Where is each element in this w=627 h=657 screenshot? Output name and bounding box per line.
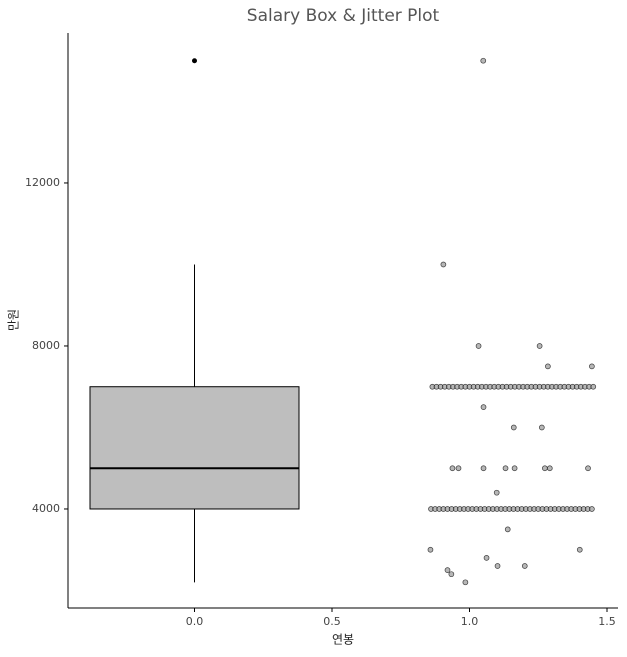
y-tick-label: 8000 xyxy=(32,339,60,352)
jitter-point xyxy=(585,465,591,472)
jitter-point xyxy=(546,465,553,472)
jitter-point xyxy=(538,424,545,431)
jitter-point xyxy=(493,489,500,496)
y-axis-label: 만원 xyxy=(7,309,21,331)
x-tick-label: 1.5 xyxy=(598,615,616,628)
jitter-point xyxy=(590,383,597,390)
jitter-point xyxy=(480,404,487,410)
jitter-point xyxy=(521,563,528,569)
box xyxy=(89,386,300,510)
jitter-point xyxy=(576,546,583,553)
jitter-point xyxy=(494,563,501,569)
jitter-point xyxy=(504,526,511,533)
x-tick-label: 0.5 xyxy=(323,615,341,628)
jitter-point xyxy=(541,465,548,472)
jitter-point xyxy=(449,465,456,472)
jitter-point xyxy=(511,465,518,472)
jitter-point xyxy=(427,546,434,553)
chart-title: Salary Box & Jitter Plot xyxy=(247,6,440,26)
jitter-point xyxy=(545,363,551,370)
x-axis-label: 연봉 xyxy=(332,633,354,647)
y-tick-label: 12000 xyxy=(25,176,60,189)
jitter-point xyxy=(475,343,482,349)
jitter-point xyxy=(448,571,455,578)
jitter-point xyxy=(480,465,487,472)
jitter-point xyxy=(483,555,490,561)
jitter-point xyxy=(502,465,509,472)
jitter-point xyxy=(510,424,517,431)
jitter-point xyxy=(589,506,595,512)
y-tick-label: 4000 xyxy=(32,502,60,515)
jitter-point xyxy=(440,261,447,268)
x-tick-label: 1.0 xyxy=(461,615,479,628)
jitter-point xyxy=(589,363,595,370)
jitter-point xyxy=(444,567,451,573)
jitter-point xyxy=(536,343,543,349)
jitter-point xyxy=(480,57,487,64)
x-tick-label: 0.0 xyxy=(186,615,204,628)
outlier xyxy=(192,58,197,64)
jitter-point xyxy=(462,579,469,586)
jitter-point xyxy=(455,465,462,472)
